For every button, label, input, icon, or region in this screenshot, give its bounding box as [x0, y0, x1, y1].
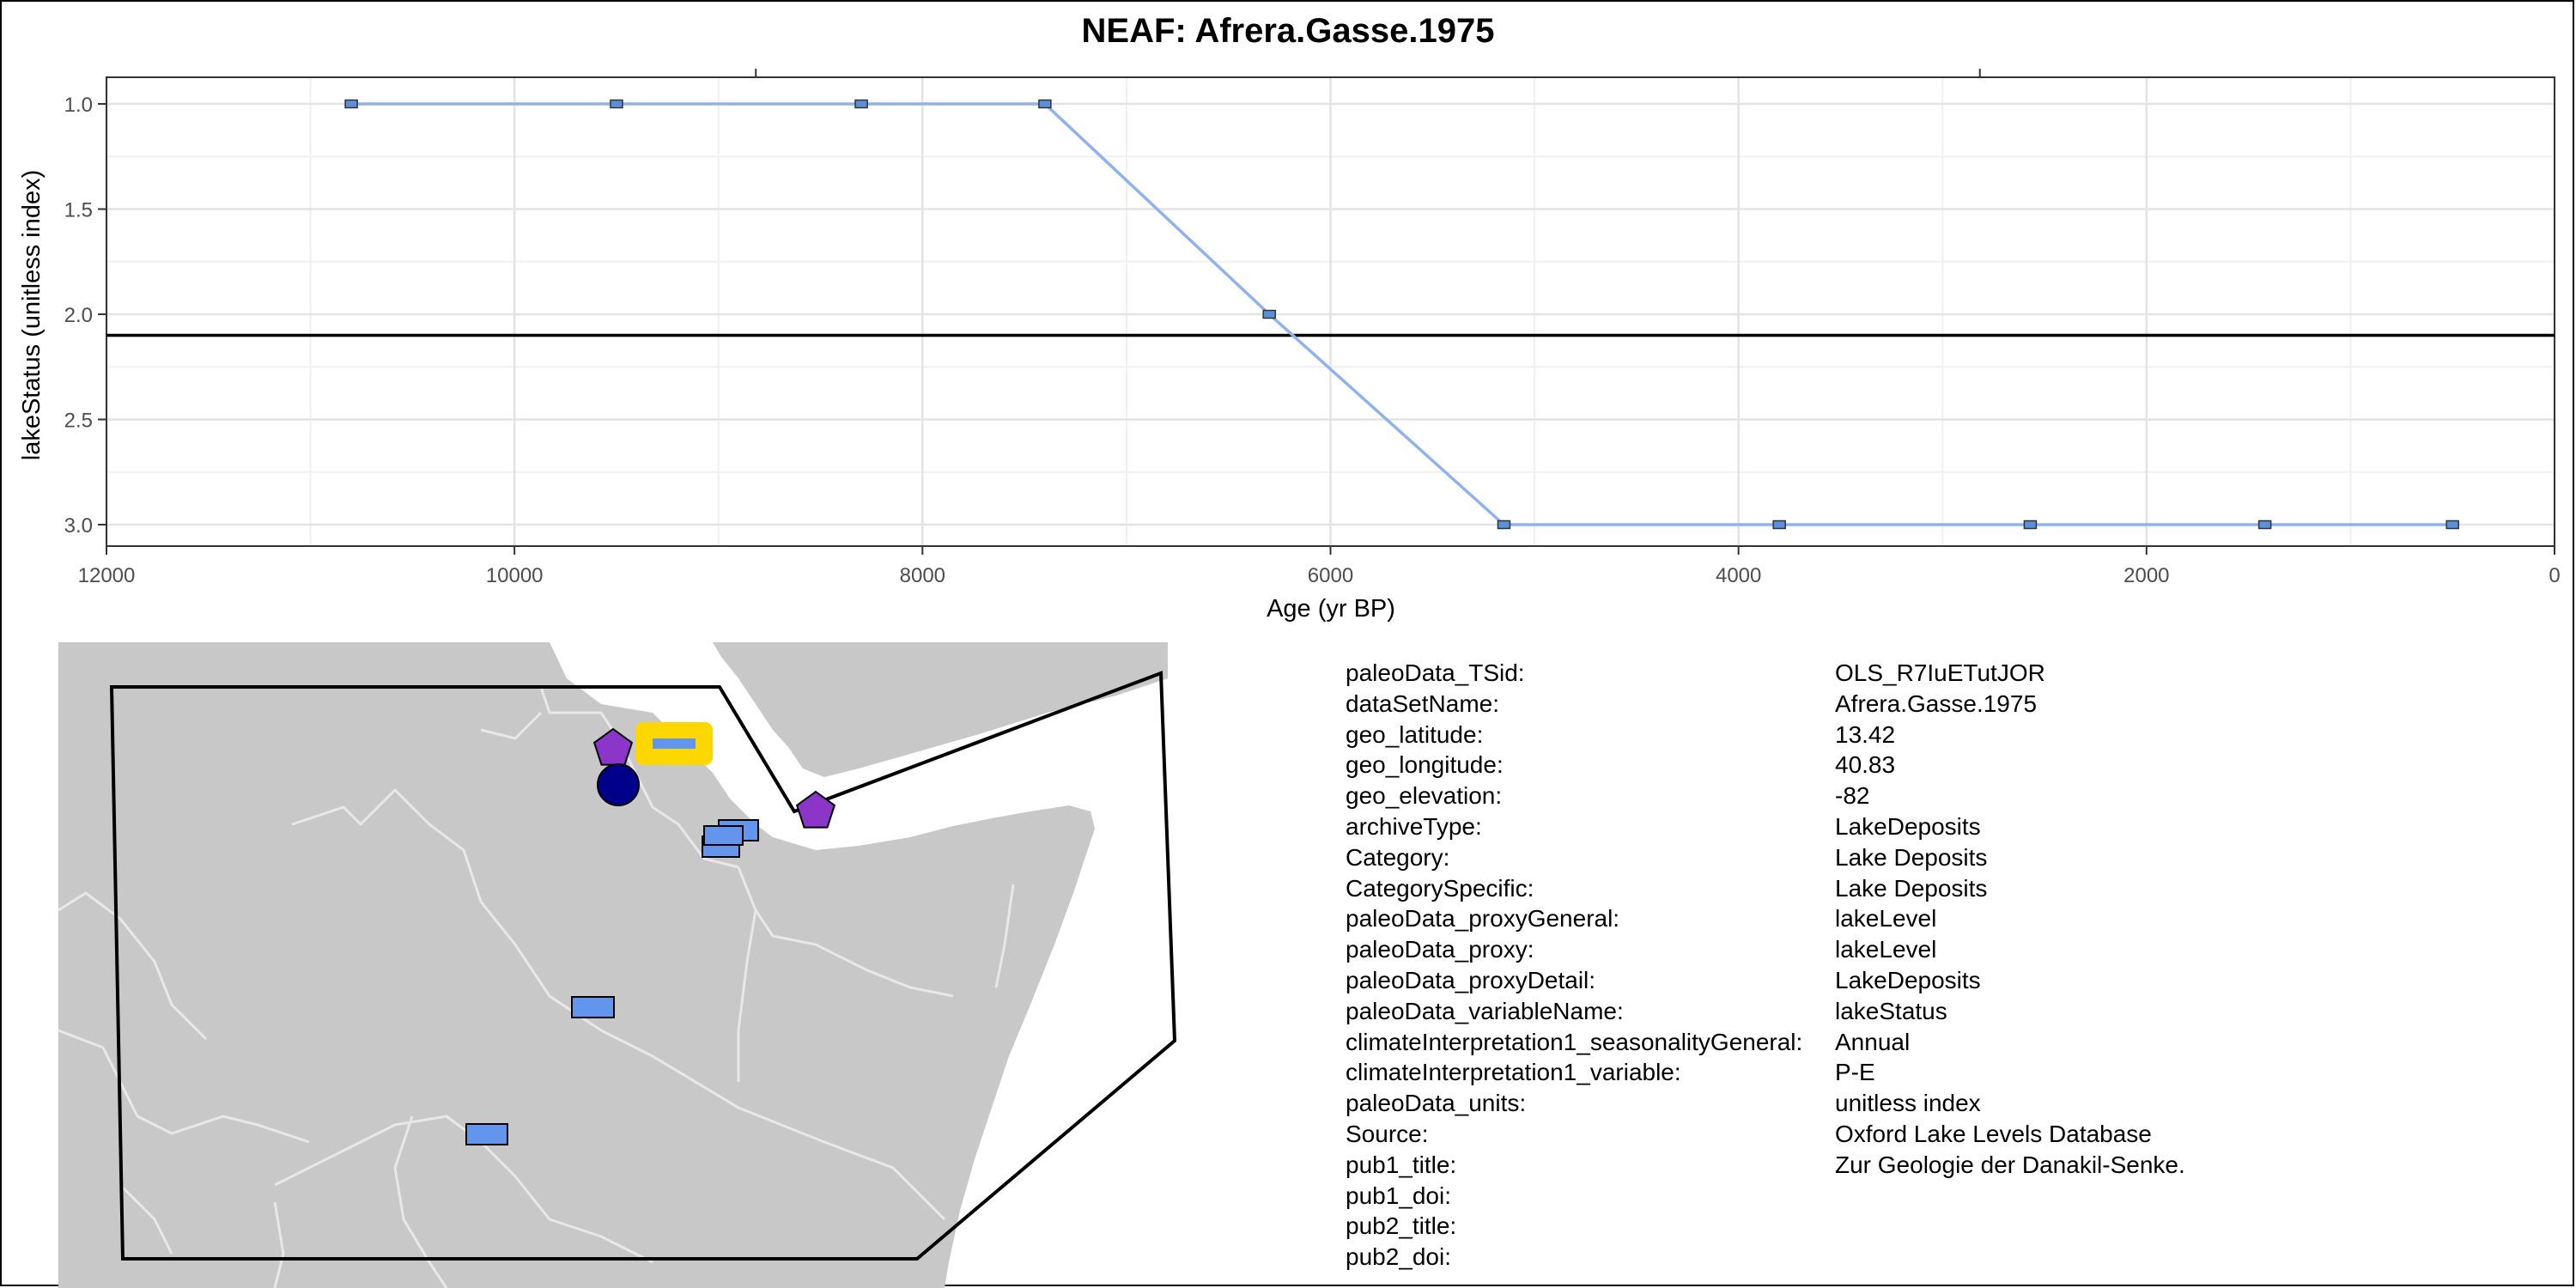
country-border	[118, 1183, 173, 1255]
site-pentagon-marker	[795, 790, 836, 829]
metadata-key: paleoData_variableName:	[1346, 997, 1624, 1024]
metadata-value: lakeStatus	[1835, 997, 1947, 1024]
x-tick-label: 0	[2549, 564, 2560, 587]
site-circle-marker	[597, 763, 640, 806]
x-tick-label: 10000	[486, 564, 544, 587]
country-border	[58, 891, 208, 1041]
country-border	[58, 1029, 310, 1144]
metadata-value: 13.42	[1835, 720, 1896, 748]
x-tick-label: 6000	[1308, 564, 1353, 587]
site-rect-marker	[571, 996, 615, 1018]
series-point	[2023, 519, 2038, 530]
metadata-key: pub2_title:	[1346, 1212, 1457, 1240]
series-line	[351, 102, 2453, 526]
country-border	[273, 1201, 285, 1288]
series-point	[610, 99, 623, 109]
metadata-key: paleoData_proxy:	[1346, 936, 1534, 963]
metadata-key: paleoData_TSid:	[1346, 659, 1525, 686]
metadata-key: pub1_doi:	[1346, 1182, 1452, 1209]
chart-axes: 12000 10000 8000 6000 4000 2000 0 1.0 1.5 2.0 2.5 3…	[64, 69, 2561, 587]
metadata-value: Annual	[1835, 1028, 1911, 1055]
country-border	[480, 711, 543, 740]
y-tick-label: 2.0	[64, 304, 93, 327]
metadata-value: P-E	[1835, 1059, 1875, 1086]
metadata-key: Category:	[1346, 843, 1450, 871]
map-land-main	[58, 642, 1095, 1288]
metadata-value: Oxford Lake Levels Database	[1835, 1120, 2152, 1147]
y-tick-label: 2.5	[64, 410, 93, 433]
metadata-value: 40.83	[1835, 751, 1896, 779]
y-tick-label: 3.0	[64, 514, 93, 538]
metadata-key: geo_elevation:	[1346, 782, 1503, 810]
series-point	[2257, 519, 2272, 530]
metadata-value: lakeLevel	[1835, 905, 1937, 933]
x-tick-label: 12000	[78, 564, 136, 587]
series-point	[1038, 99, 1052, 109]
metadata-value: lakeLevel	[1835, 936, 1937, 963]
search-region-polygon	[109, 671, 1177, 1261]
country-border	[737, 909, 757, 1082]
metadata-key: geo_latitude:	[1346, 720, 1484, 748]
metadata-key: paleoData_proxyDetail:	[1346, 966, 1596, 993]
metadata-key: pub1_title:	[1346, 1151, 1457, 1178]
chart-series	[106, 99, 2555, 530]
metadata-key: archiveType:	[1346, 812, 1482, 840]
series-point	[1772, 519, 1786, 530]
metadata-value: -82	[1835, 782, 1870, 810]
x-tick-label: 4000	[1716, 564, 1761, 587]
y-axis-label: lakeStatus (unitless index)	[18, 170, 46, 461]
metadata-value: unitless index	[1835, 1090, 1981, 1117]
site-rect-marker	[703, 825, 744, 846]
map-markers	[465, 722, 836, 1145]
series-point	[2445, 519, 2459, 530]
metadata-key: pub2_doi:	[1346, 1243, 1452, 1271]
timeseries-chart: 12000 10000 8000 6000 4000 2000 0 1.0 1.5 2.0 2.5 3…	[18, 69, 2561, 623]
metadata-key: geo_longitude:	[1346, 751, 1504, 779]
metadata-key: climateInterpretation1_variable:	[1346, 1059, 1681, 1086]
series-point	[344, 99, 358, 109]
current-site-marker	[653, 738, 696, 749]
country-border	[994, 884, 1015, 988]
metadata-key: climateInterpretation1_seasonalityGenera…	[1346, 1028, 1803, 1055]
metadata-key: Source:	[1346, 1120, 1429, 1147]
x-tick-label: 2000	[2123, 564, 2169, 587]
site-rect-marker	[465, 1123, 508, 1145]
metadata-value: Lake Deposits	[1835, 874, 1988, 902]
series-point	[854, 99, 868, 109]
country-border	[274, 1115, 653, 1264]
metadata-value: OLS_R7IuETutJOR	[1835, 659, 2045, 686]
metadata-value: LakeDeposits	[1835, 812, 1981, 840]
metadata-key: paleoData_units:	[1346, 1090, 1527, 1117]
metadata-key: dataSetName:	[1346, 690, 1499, 717]
map-land-arabia	[713, 642, 1168, 777]
series-point	[1262, 309, 1276, 319]
metadata-value: Afrera.Gasse.1975	[1835, 690, 2038, 717]
metadata-value: Zur Geologie der Danakil-Senke.	[1835, 1151, 2185, 1178]
country-border	[393, 1115, 448, 1288]
chart-title: NEAF: Afrera.Gasse.1975	[1081, 12, 1495, 50]
country-border	[291, 787, 946, 1221]
y-tick-label: 1.5	[64, 199, 93, 222]
y-tick-label: 1.0	[64, 94, 93, 117]
metadata-key: paleoData_proxyGeneral:	[1346, 905, 1620, 933]
metadata-value: Lake Deposits	[1835, 843, 1988, 871]
metadata-key: CategorySpecific:	[1346, 874, 1534, 902]
x-tick-label: 8000	[900, 564, 945, 587]
x-axis-label: Age (yr BP)	[1267, 595, 1395, 623]
map-borders	[58, 686, 1015, 1288]
metadata-value: LakeDeposits	[1835, 966, 1981, 993]
series-point	[1497, 519, 1511, 530]
